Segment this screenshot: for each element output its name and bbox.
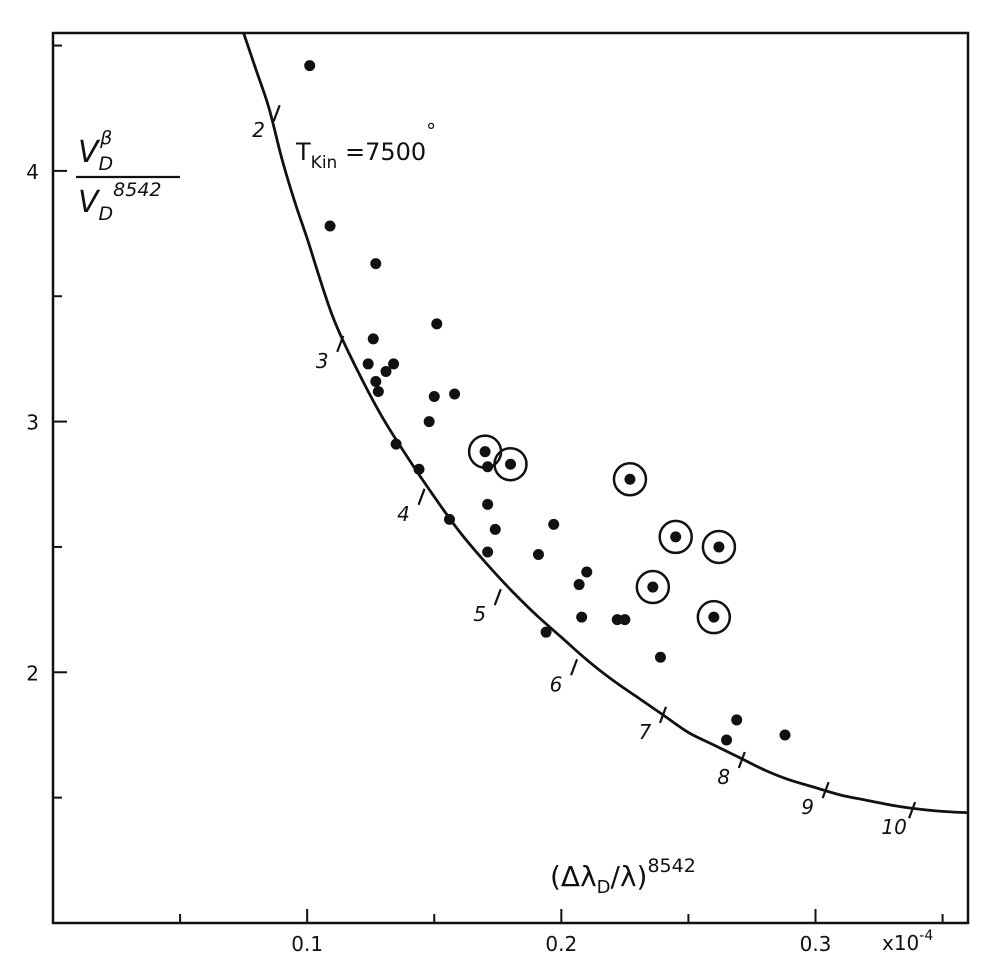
circled-data-point — [708, 611, 720, 623]
data-point — [444, 513, 455, 525]
curve-tick-mark — [570, 658, 579, 676]
circled-data-point — [624, 473, 636, 485]
circled-data-point — [670, 531, 682, 543]
data-point — [362, 358, 374, 370]
y-tick-label: 3 — [26, 411, 39, 435]
circled-data-point-ring — [696, 599, 732, 635]
circled-data-point-ring — [658, 519, 693, 555]
temperature-annotation: TKin =7500° — [295, 119, 436, 173]
data-point — [304, 60, 316, 72]
x-multiplier-sup: -4 — [919, 928, 933, 944]
data-point — [779, 729, 791, 741]
data-point — [370, 375, 382, 387]
y-label-num-sub: D — [99, 153, 114, 175]
annotation-sub: Kin — [311, 153, 338, 173]
y-tick-label: 2 — [26, 661, 39, 685]
data-point — [482, 546, 494, 558]
x-label-tail: /λ) — [611, 860, 648, 893]
x-tick-label: 0.3 — [800, 932, 832, 956]
x-multiplier-main: x10 — [882, 931, 919, 955]
data-point — [489, 523, 501, 535]
curve-layer — [242, 32, 969, 815]
circled-data-point-ring — [612, 462, 648, 497]
curve-tick-label: 6 — [550, 672, 563, 696]
curve-tick-mark — [272, 104, 281, 122]
y-label-den-sub: D — [99, 203, 114, 225]
circled-data-point — [647, 581, 659, 593]
x-label-sup: 8542 — [647, 855, 695, 877]
y-axis-label: VDβ VD8542 — [76, 127, 180, 225]
x-axis-label: (ΔλD/λ)8542 — [550, 855, 696, 898]
curve-tick-label: 2 — [252, 118, 265, 142]
circled-data-point-ring — [701, 529, 737, 565]
circled-data-point — [713, 541, 725, 553]
data-point — [390, 438, 402, 450]
data-point — [573, 579, 585, 591]
curve-tick-label: 9 — [801, 795, 814, 819]
data-point — [721, 734, 733, 746]
circled-data-point-ring — [635, 569, 671, 605]
x-tick-label: 0.1 — [291, 932, 323, 956]
curve-tick-mark — [336, 335, 345, 353]
plot-frame — [51, 31, 970, 925]
data-point — [576, 611, 588, 623]
data-point — [423, 416, 435, 428]
data-point — [370, 258, 382, 270]
data-point — [367, 333, 379, 345]
data-point — [654, 651, 666, 663]
curve-tick-label: 3 — [316, 349, 329, 373]
data-point — [413, 463, 425, 475]
theoretical-curve — [242, 32, 969, 815]
data-point — [731, 714, 743, 726]
data-point — [548, 518, 560, 530]
x-tick-label: 0.2 — [545, 932, 577, 956]
data-point — [540, 626, 552, 638]
curve-tick-label: 10 — [881, 815, 906, 839]
data-point — [380, 365, 392, 377]
curve-temperature-marks: 2 3 4 5 6 7 8 9 10 — [252, 104, 917, 839]
data-point — [611, 614, 623, 626]
curve-tick-label: 4 — [397, 502, 410, 526]
circled-data-point-ring — [493, 446, 528, 482]
curve-tick-mark — [737, 751, 746, 769]
curve-tick-mark — [908, 801, 917, 819]
y-label-numerator: VDβ — [78, 127, 113, 175]
x-axis-multiplier: x10-4 — [882, 928, 933, 955]
data-point — [449, 388, 461, 400]
annotation-degree: ° — [426, 119, 436, 143]
y-label-denominator: VD8542 — [78, 179, 162, 225]
annotation-rest: =7500 — [337, 138, 426, 166]
data-point — [532, 548, 544, 560]
y-tick-label: 4 — [26, 160, 39, 184]
curve-tick-mark — [417, 488, 426, 506]
curve-tick-label: 7 — [639, 720, 652, 744]
x-label-main: (Δλ — [550, 860, 597, 893]
annotation-main: T — [295, 138, 311, 166]
x-label-sub: D — [597, 877, 611, 898]
data-points — [304, 60, 791, 746]
circled-data-point — [505, 458, 516, 470]
data-point — [388, 358, 400, 370]
y-label-num-sup: β — [99, 127, 112, 149]
axis-ticks: 0.1 0.2 0.3 2 3 4 — [26, 44, 944, 956]
data-point — [431, 318, 443, 330]
curve-tick-mark — [658, 706, 668, 724]
data-point — [372, 386, 384, 398]
circled-data-point — [479, 446, 491, 458]
curve-tick-label: 5 — [473, 602, 486, 626]
curve-tick-mark — [821, 781, 830, 799]
curve-tick-mark — [493, 588, 502, 606]
y-label-num-main: V — [78, 135, 101, 170]
data-point — [324, 220, 336, 232]
data-point — [482, 498, 494, 510]
y-label-den-main: V — [78, 185, 101, 220]
curve-tick-label: 8 — [717, 765, 730, 789]
data-point — [428, 391, 440, 403]
data-point — [581, 566, 593, 578]
data-point — [619, 614, 631, 626]
y-label-den-sup: 8542 — [113, 179, 161, 201]
